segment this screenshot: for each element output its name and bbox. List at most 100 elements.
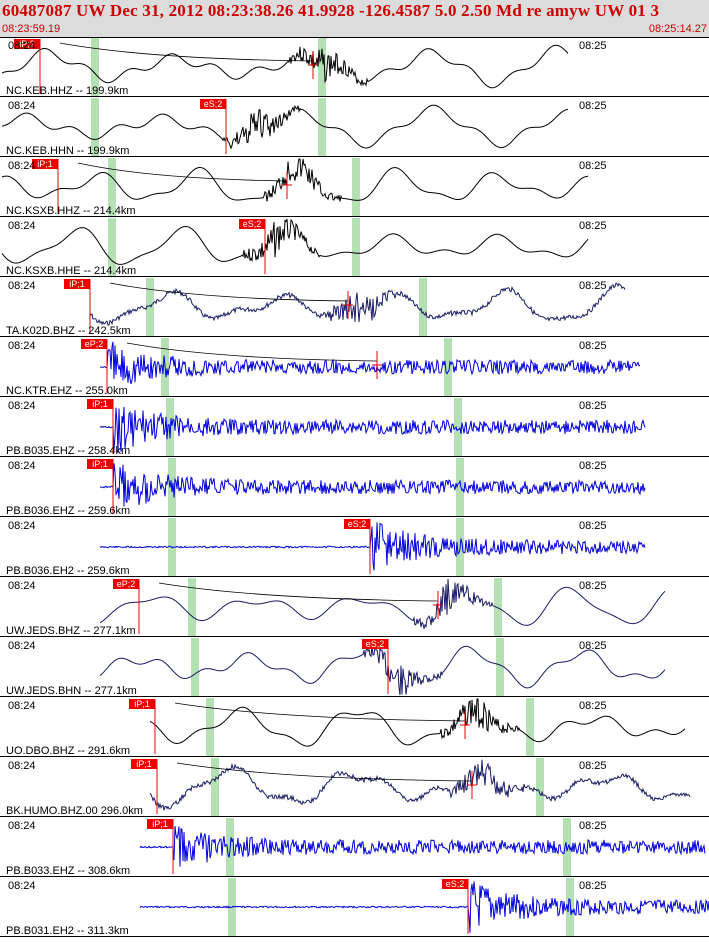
- trace-panel[interactable]: eS;2 08:24 08:25 NC.KSXB.HHE -- 214.4km: [0, 218, 709, 277]
- trace-panel[interactable]: iP;1 08:24 08:25 BK.HUMO.BHZ.00 296.0km: [0, 758, 709, 817]
- pick-label: eS;2: [243, 219, 262, 229]
- window-band: [419, 278, 427, 336]
- moveout-curve: [174, 702, 466, 722]
- window-band: [91, 38, 99, 96]
- window-band: [146, 278, 154, 336]
- pick-box[interactable]: [344, 519, 370, 529]
- station-label: TA.K02D.BHZ -- 242.5km: [6, 325, 131, 337]
- pick-box[interactable]: [14, 39, 40, 49]
- right-time-label: 08:25: [579, 40, 607, 52]
- window-band: [91, 98, 99, 156]
- moveout-curve: [77, 162, 288, 182]
- seismogram-panels: iP;2 08:24 08:25 NC.KEB.HHZ -- 199.9km eS;2 0…: [0, 37, 709, 938]
- pick-label: eS;2: [366, 639, 385, 649]
- station-label: PB.B035.EHZ -- 258.4km: [6, 445, 130, 457]
- moveout-curve: [109, 282, 349, 302]
- waveform: [1, 104, 569, 150]
- left-time-label: 08:24: [8, 40, 36, 52]
- window-band: [496, 638, 504, 696]
- pick-box[interactable]: [129, 699, 155, 709]
- trace-panel[interactable]: iP;1 08:24 08:25 PB.B035.EHZ -- 258.4km: [0, 398, 709, 457]
- pick-box[interactable]: [87, 459, 113, 469]
- window-band: [188, 578, 196, 636]
- pick-label: iP;1: [134, 699, 150, 709]
- window-band: [191, 638, 199, 696]
- pick-box[interactable]: [131, 759, 157, 769]
- pick-box[interactable]: [362, 639, 388, 649]
- trace-panel[interactable]: eP;2 08:24 08:25 UW.JEDS.BHZ -- 277.1km: [0, 578, 709, 637]
- waveform: [139, 881, 709, 933]
- pick-box[interactable]: [113, 579, 139, 589]
- window-start-time: 08:23:59.19: [2, 23, 61, 35]
- trace-panel[interactable]: iP;108:24 08:25 NC.KSXB.HHZ -- 214.4km: [0, 158, 709, 217]
- trace-panel[interactable]: iP;1 08:24 08:25 TA.K02D.BHZ -- 242.5km: [0, 278, 709, 337]
- station-label: NC.KTR.EHZ -- 255.0km: [6, 385, 128, 397]
- pick-label: eS;2: [446, 879, 465, 889]
- trace-panel[interactable]: iP;1 08:24 08:25 PB.B036.EHZ -- 259.6km: [0, 458, 709, 517]
- left-time-label: 08:24: [8, 100, 36, 112]
- window-band: [456, 458, 464, 516]
- station-label: NC.KSXB.HHE -- 214.4km: [6, 265, 136, 277]
- right-time-label: 08:25: [579, 820, 607, 832]
- waveform: [99, 463, 646, 507]
- station-label: UW.JEDS.BHZ -- 277.1km: [6, 625, 136, 637]
- trace-panel[interactable]: eS;2 08:24 08:25 PB.B036.EH2 -- 259.6km: [0, 518, 709, 577]
- window-band: [494, 578, 502, 636]
- moveout-curve: [126, 342, 378, 362]
- station-label: PB.B033.EHZ -- 308.6km: [6, 865, 130, 877]
- pick-box[interactable]: [32, 159, 58, 169]
- waveform: [99, 341, 641, 385]
- waveform: [99, 522, 646, 571]
- left-time-label: 08:24: [8, 400, 36, 412]
- pick-label: eS;2: [204, 99, 223, 109]
- right-time-label: 08:25: [579, 700, 607, 712]
- trace-panel[interactable]: eP;2 08:24 08:25 NC.KTR.EHZ -- 255.0km: [0, 338, 709, 397]
- moveout-curve: [158, 582, 439, 602]
- pick-label: eP;2: [117, 579, 136, 589]
- window-band: [352, 218, 360, 276]
- window-band: [444, 338, 452, 396]
- right-time-label: 08:25: [579, 280, 607, 292]
- pick-label: iP;1: [152, 819, 168, 829]
- trace-panel[interactable]: iP;208:24 08:25 NC.KEB.HHZ -- 199.9km: [0, 38, 709, 97]
- window-band: [318, 98, 326, 156]
- pick-label: iP;1: [69, 279, 85, 289]
- trace-panel[interactable]: iP;1 08:24 08:25 PB.B033.EHZ -- 308.6km: [0, 818, 709, 877]
- left-time-label: 08:24: [8, 700, 36, 712]
- left-time-label: 08:24: [8, 280, 36, 292]
- pick-label: eS;2: [348, 519, 367, 529]
- pick-label: iP;2: [19, 39, 35, 49]
- pick-box[interactable]: [239, 219, 265, 229]
- event-title: 60487087 UW Dec 31, 2012 08:23:38.26 41.…: [2, 1, 660, 20]
- left-time-label: 08:24: [8, 520, 36, 532]
- right-time-label: 08:25: [579, 160, 607, 172]
- waveform: [139, 825, 706, 867]
- pick-box[interactable]: [147, 819, 173, 829]
- trace-panel[interactable]: eS;2 08:24 08:25 NC.KEB.HHN -- 199.9km: [0, 98, 709, 157]
- trace-panel[interactable]: iP;1 08:24 08:25 UO.DBO.BHZ -- 291.6km: [0, 698, 709, 757]
- pick-box[interactable]: [64, 279, 90, 289]
- window-band: [166, 398, 174, 456]
- trace-panel[interactable]: eS;2 08:24 08:25 UW.JEDS.BHN -- 277.1km: [0, 638, 709, 697]
- right-time-label: 08:25: [579, 640, 607, 652]
- right-time-label: 08:25: [579, 460, 607, 472]
- window-band: [526, 698, 534, 756]
- left-time-label: 08:24: [8, 460, 36, 472]
- station-label: PB.B031.EH2 -- 311.3km: [6, 925, 129, 937]
- window-band: [206, 698, 214, 756]
- trace-panel[interactable]: eS;2 08:24 08:25 PB.B031.EH2 -- 311.3km: [0, 878, 709, 937]
- station-label: UW.JEDS.BHN -- 277.1km: [6, 685, 137, 697]
- pick-box[interactable]: [87, 399, 113, 409]
- pick-box[interactable]: [442, 879, 468, 889]
- left-time-label: 08:24: [8, 820, 36, 832]
- pick-box[interactable]: [81, 339, 107, 349]
- waveform: [1, 158, 589, 202]
- pick-box[interactable]: [200, 99, 226, 109]
- window-band: [108, 158, 116, 216]
- waveform: [89, 282, 626, 326]
- waveform: [1, 218, 589, 265]
- right-time-label: 08:25: [579, 100, 607, 112]
- station-label: BK.HUMO.BHZ.00 296.0km: [6, 805, 143, 817]
- pick-label: iP;1: [92, 459, 108, 469]
